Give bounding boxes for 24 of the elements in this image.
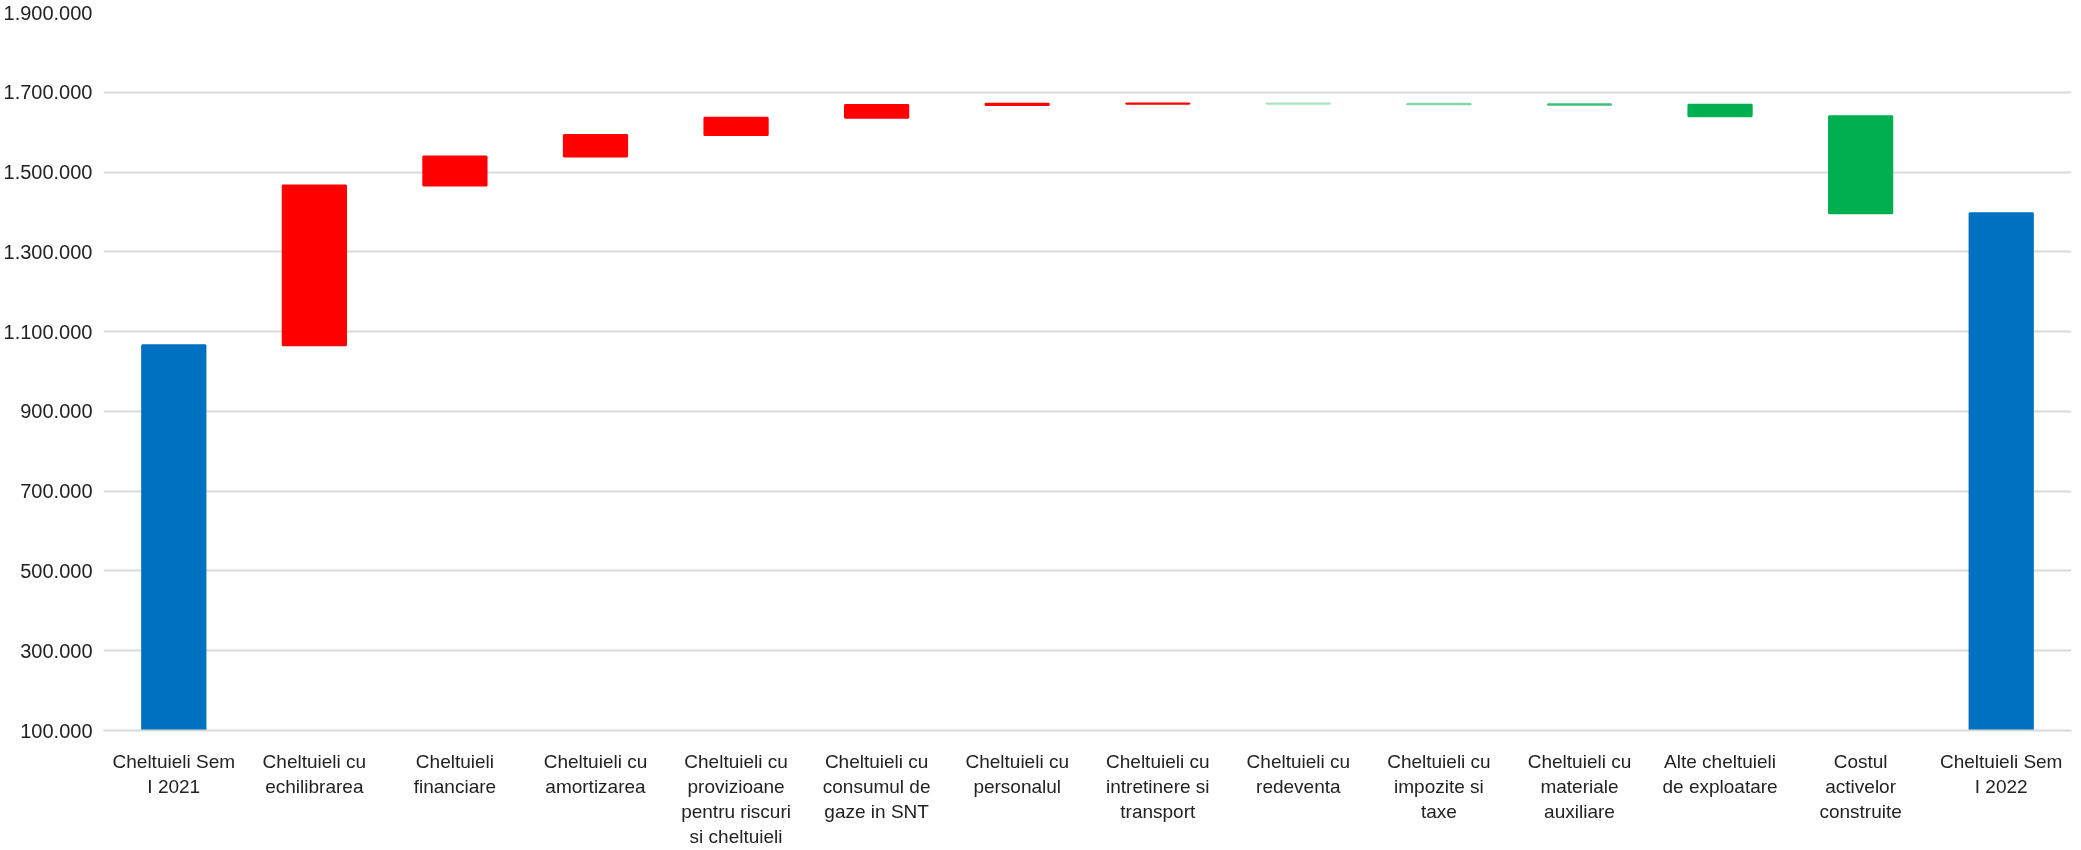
x-tick-label: Alte cheltuieli de exploatare bbox=[1662, 750, 1778, 797]
x-tick-label: Costul activelor construite bbox=[1819, 750, 1902, 822]
x-tick-label: Cheltuieli cu materiale auxiliare bbox=[1527, 750, 1632, 822]
x-tick-label: Cheltuieli cu provizioane pentru riscuri si cheltuieli bbox=[681, 750, 791, 848]
x-tick-label: Cheltuieli financiare bbox=[413, 750, 497, 797]
x-tick-label: Cheltuieli cu amortizarea bbox=[543, 750, 648, 797]
y-tick-label: 700.000 bbox=[20, 480, 93, 503]
y-tick-label: 1.300.000 bbox=[3, 240, 93, 263]
y-tick-label: 100.000 bbox=[20, 719, 93, 742]
x-tick-label: Cheltuieli Sem I 2022 bbox=[1939, 750, 2063, 797]
x-tick-label: Cheltuieli cu redeventa bbox=[1246, 750, 1351, 797]
y-tick-label: 1.900.000 bbox=[3, 1, 93, 24]
y-tick-label: 900.000 bbox=[20, 400, 93, 423]
y-tick-label: 500.000 bbox=[20, 559, 93, 582]
x-tick-label: Cheltuieli cu personalul bbox=[965, 750, 1069, 797]
x-tick-label: Cheltuieli cu intretinere si transport bbox=[1106, 750, 1210, 822]
y-tick-label: 300.000 bbox=[20, 639, 93, 662]
y-tick-label: 1.500.000 bbox=[3, 161, 93, 184]
x-tick-label: Cheltuieli Sem I 2021 bbox=[112, 750, 236, 797]
x-tick-label: Cheltuieli cu echilibrarea bbox=[262, 750, 367, 797]
x-tick-label: Cheltuieli cu impozite si taxe bbox=[1387, 750, 1491, 822]
y-tick-label: 1.700.000 bbox=[3, 81, 93, 104]
x-tick-label: Cheltuieli cu consumul de gaze in SNT bbox=[822, 750, 931, 822]
y-tick-label: 1.100.000 bbox=[3, 320, 93, 343]
